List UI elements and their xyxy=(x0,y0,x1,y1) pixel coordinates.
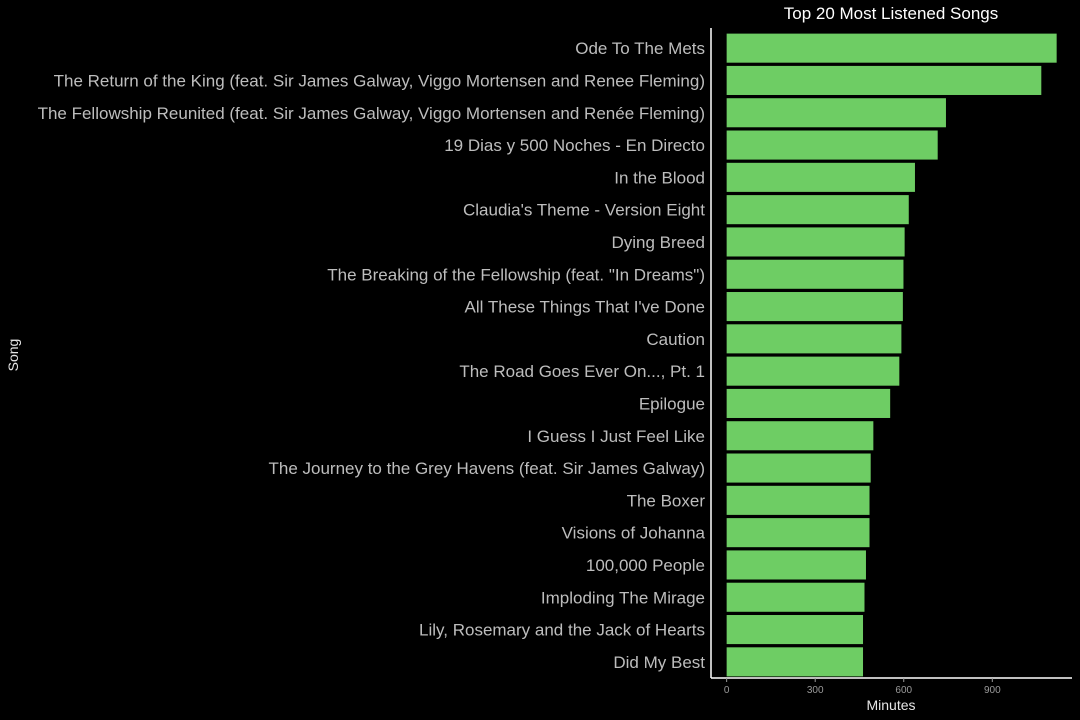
bar-14 xyxy=(726,453,871,483)
chart-title: Top 20 Most Listened Songs xyxy=(784,4,999,23)
category-label: 19 Dias y 500 Noches - En Directo xyxy=(444,136,705,155)
x-axis-title: Minutes xyxy=(866,697,915,713)
category-label: Caution xyxy=(646,330,705,349)
bar-18 xyxy=(726,582,865,612)
bar-3 xyxy=(726,98,946,128)
bar-8 xyxy=(726,259,904,289)
bar-11 xyxy=(726,356,900,386)
category-label: All These Things That I've Done xyxy=(465,298,705,317)
bar-20 xyxy=(726,647,864,677)
bar-4 xyxy=(726,130,938,160)
category-label: In the Blood xyxy=(614,168,705,187)
category-label: Lily, Rosemary and the Jack of Hearts xyxy=(419,621,705,640)
bar-9 xyxy=(726,292,903,322)
category-label: 100,000 People xyxy=(586,556,705,575)
bar-12 xyxy=(726,388,891,418)
bar-2 xyxy=(726,65,1042,95)
category-label: The Fellowship Reunited (feat. Sir James… xyxy=(38,104,705,123)
category-label: The Road Goes Ever On..., Pt. 1 xyxy=(459,362,705,381)
bars-layer xyxy=(726,33,1057,677)
bar-6 xyxy=(726,195,909,225)
category-label: The Journey to the Grey Havens (feat. Si… xyxy=(268,459,705,478)
category-label: Dying Breed xyxy=(611,233,705,252)
bar-1 xyxy=(726,33,1057,63)
category-label: Ode To The Mets xyxy=(575,39,705,58)
category-label: Did My Best xyxy=(613,653,705,672)
category-label: Imploding The Mirage xyxy=(541,588,705,607)
x-tick-label: 0 xyxy=(724,685,730,696)
x-tick-label: 600 xyxy=(895,685,912,696)
category-label: The Boxer xyxy=(627,491,706,510)
category-label: I Guess I Just Feel Like xyxy=(527,427,705,446)
bar-16 xyxy=(726,518,870,548)
x-tick-label: 300 xyxy=(807,685,824,696)
bar-5 xyxy=(726,162,915,192)
category-label: Epilogue xyxy=(639,394,705,413)
bar-7 xyxy=(726,227,905,257)
bar-15 xyxy=(726,485,870,515)
category-label: Visions of Johanna xyxy=(562,524,706,543)
category-label: The Breaking of the Fellowship (feat. "I… xyxy=(327,265,705,284)
bar-17 xyxy=(726,550,866,580)
category-label: The Return of the King (feat. Sir James … xyxy=(54,71,705,90)
y-axis-title: Song xyxy=(5,339,21,372)
x-axis-ticks: 0 300 600 900 xyxy=(724,678,1001,696)
bar-19 xyxy=(726,615,864,645)
bar-13 xyxy=(726,421,874,451)
category-labels: Ode To The Mets The Return of the King (f… xyxy=(38,39,706,672)
category-label: Claudia's Theme - Version Eight xyxy=(463,201,705,220)
x-tick-label: 900 xyxy=(984,685,1001,696)
bar-10 xyxy=(726,324,902,354)
